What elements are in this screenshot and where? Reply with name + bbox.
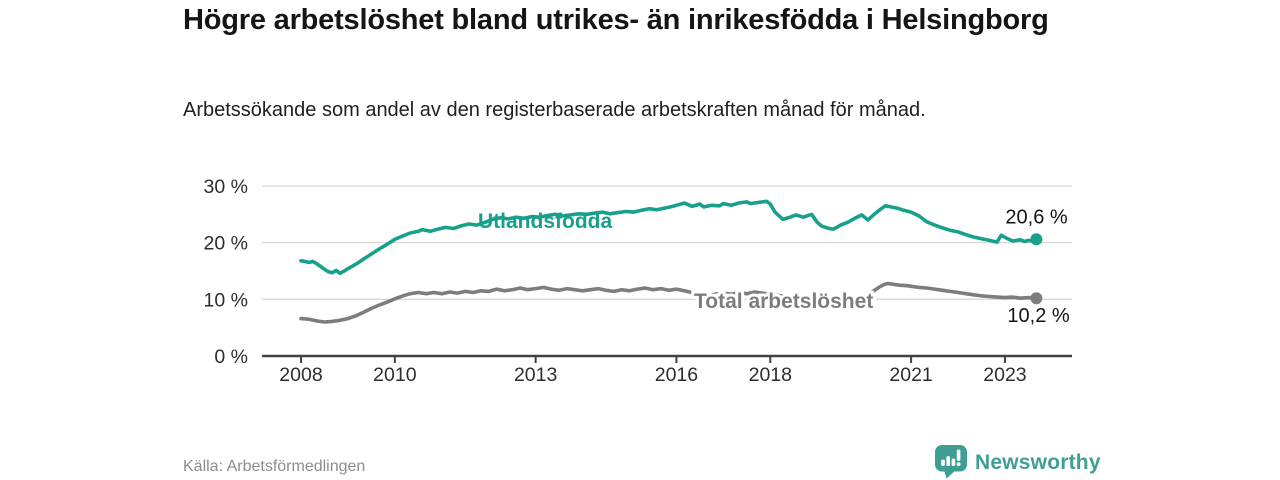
x-axis-tick-label: 2016 bbox=[655, 364, 698, 386]
brand-logo: Newsworthy bbox=[934, 444, 1101, 479]
speech-bubble-bar-chart-icon bbox=[935, 445, 967, 479]
series-line-utlandsfodda bbox=[299, 199, 1039, 276]
y-axis-tick-label: 20 % bbox=[204, 233, 248, 255]
x-axis-tick-label: 2023 bbox=[983, 364, 1026, 386]
series-end-dot-total-arbetsloshet bbox=[1030, 292, 1043, 305]
y-axis-tick-label: 0 % bbox=[214, 346, 248, 368]
x-axis-tick-label: 2008 bbox=[279, 364, 322, 386]
series-line-total-arbetsloshet bbox=[299, 281, 1039, 324]
x-axis-tick-label: 2021 bbox=[889, 364, 932, 386]
x-axis-tick-label: 2013 bbox=[514, 364, 557, 386]
y-axis-tick-label: 10 % bbox=[204, 289, 248, 311]
x-axis-tick-label: 2018 bbox=[749, 364, 792, 386]
page-title: Högre arbetslöshet bland utrikes- än inr… bbox=[183, 4, 1049, 36]
end-value-label-utlandsfodda: 20,6 % bbox=[1005, 206, 1067, 228]
page-subtitle: Arbetssökande som andel av den registerb… bbox=[183, 99, 926, 121]
brand-name: Newsworthy bbox=[975, 450, 1101, 474]
series-end-dot-utlandsfodda bbox=[1030, 233, 1043, 246]
series-label-total-arbetsloshet: Total arbetslöshet bbox=[694, 290, 873, 313]
end-value-label-total-arbetsloshet: 10,2 % bbox=[1007, 305, 1069, 327]
source-text: Källa: Arbetsförmedlingen bbox=[183, 458, 366, 475]
series-label-utlandsfodda: Utlandsfödda bbox=[478, 210, 612, 233]
y-axis-tick-label: 30 % bbox=[204, 176, 248, 198]
x-axis-tick-label: 2010 bbox=[373, 364, 417, 386]
